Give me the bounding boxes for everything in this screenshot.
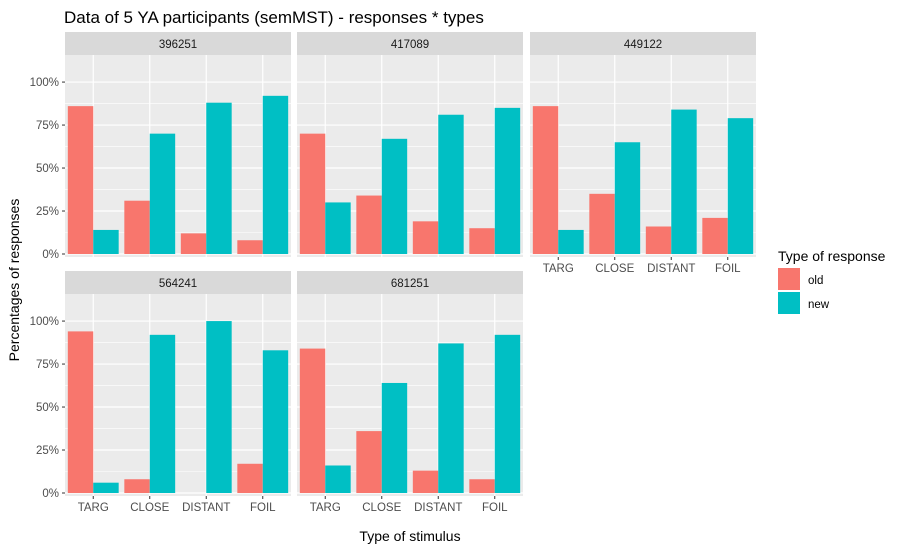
bar-new-distant (438, 343, 464, 493)
strip-background (65, 32, 291, 55)
strip-label: 449122 (624, 39, 662, 51)
bar-new-foil (494, 107, 521, 254)
legend: Type of response old new (778, 248, 886, 314)
y-tick-label: 75% (36, 359, 59, 371)
bar-old-distant (412, 221, 439, 254)
bar-new-foil (262, 95, 289, 255)
y-tick-label: 75% (36, 120, 59, 132)
x-tick-label: TARG (78, 502, 109, 514)
bar-old-foil (469, 228, 495, 254)
bar-old-close (589, 193, 615, 254)
strip-background (530, 32, 756, 55)
x-tick-label: FOIL (482, 502, 508, 514)
bar-old-distant (645, 226, 672, 254)
chart-title: Data of 5 YA participants (semMST) - res… (64, 8, 484, 27)
strip-label: 417089 (391, 39, 429, 51)
panel-396251: 396251 0% 25% 50% 75% 100% (30, 32, 291, 261)
strip-background (297, 32, 523, 55)
y-tick-label: 100% (30, 77, 59, 89)
plot-background (65, 294, 291, 496)
bar-old-foil (469, 479, 495, 493)
bar-new-foil (494, 334, 521, 493)
y-tick-label: 0% (42, 249, 59, 261)
bar-new-distant (206, 321, 232, 493)
bar-old-close (356, 431, 382, 493)
bar-new-distant (438, 114, 464, 254)
x-tick-label: TARG (310, 502, 341, 514)
strip-label: 681251 (391, 278, 429, 290)
bar-old-close (356, 195, 382, 254)
plot-background (65, 55, 291, 257)
legend-label-old: old (808, 275, 823, 287)
y-axis-title: Percentages of responses (6, 199, 22, 362)
y-tick-label: 25% (36, 445, 59, 457)
bar-new-close (149, 133, 176, 254)
plot-background (297, 294, 523, 496)
bar-old-targ (532, 106, 559, 254)
legend-label-new: new (808, 299, 830, 311)
strip-background (297, 271, 523, 294)
panel-449122: 449122 TARG CLOSE DISTANT FOIL (530, 32, 756, 275)
x-tick-label: CLOSE (130, 502, 169, 514)
legend-key-new (778, 292, 800, 314)
bar-new-targ (325, 465, 351, 493)
panel-564241: 564241 0% 25% 50% 75% 100% TARG CLOSE DISTANT FOI… (30, 271, 291, 514)
bar-new-distant (671, 109, 697, 254)
x-tick-label: DISTANT (647, 263, 695, 275)
facet-panels: 396251 0% 25% 50% 75% 100% 417089 449122 TARG CLO… (30, 32, 756, 514)
bar-new-close (381, 138, 408, 254)
bar-old-foil (237, 240, 263, 254)
x-tick-label: FOIL (250, 502, 276, 514)
x-axis-title: Type of stimulus (359, 528, 460, 544)
y-tick-label: 100% (30, 316, 59, 328)
y-tick-label: 0% (42, 488, 59, 500)
bar-new-foil (727, 118, 754, 254)
legend-key-old (778, 268, 800, 290)
bar-new-close (149, 334, 176, 493)
strip-background (65, 271, 291, 294)
x-tick-label: CLOSE (595, 263, 634, 275)
bar-new-distant (206, 102, 232, 254)
x-tick-label: CLOSE (362, 502, 401, 514)
bar-old-close (124, 479, 150, 493)
bar-new-targ (558, 229, 584, 254)
bar-old-targ (299, 348, 326, 493)
bar-old-targ (67, 106, 94, 254)
strip-label: 396251 (159, 39, 197, 51)
bar-old-targ (299, 133, 326, 254)
bar-old-foil (702, 217, 728, 254)
legend-title: Type of response (778, 248, 886, 264)
bar-new-targ (93, 482, 119, 493)
bar-new-close (381, 382, 408, 493)
x-tick-label: FOIL (715, 263, 741, 275)
panel-417089: 417089 (297, 32, 523, 257)
bar-old-distant (180, 233, 207, 254)
x-tick-label: DISTANT (414, 502, 462, 514)
panel-681251: 681251 TARG CLOSE DISTANT FOIL (297, 271, 523, 514)
bar-old-distant (412, 470, 439, 493)
x-tick-label: DISTANT (182, 502, 230, 514)
bar-new-targ (93, 229, 119, 254)
bar-new-foil (262, 350, 289, 493)
bar-old-foil (237, 463, 263, 493)
y-tick-label: 50% (36, 163, 59, 175)
bar-new-targ (325, 202, 351, 254)
x-tick-label: TARG (543, 263, 574, 275)
y-tick-label: 25% (36, 206, 59, 218)
y-tick-label: 50% (36, 402, 59, 414)
bar-old-targ (67, 331, 94, 493)
bar-old-close (124, 200, 150, 254)
strip-label: 564241 (159, 278, 197, 290)
bar-new-close (614, 142, 641, 254)
